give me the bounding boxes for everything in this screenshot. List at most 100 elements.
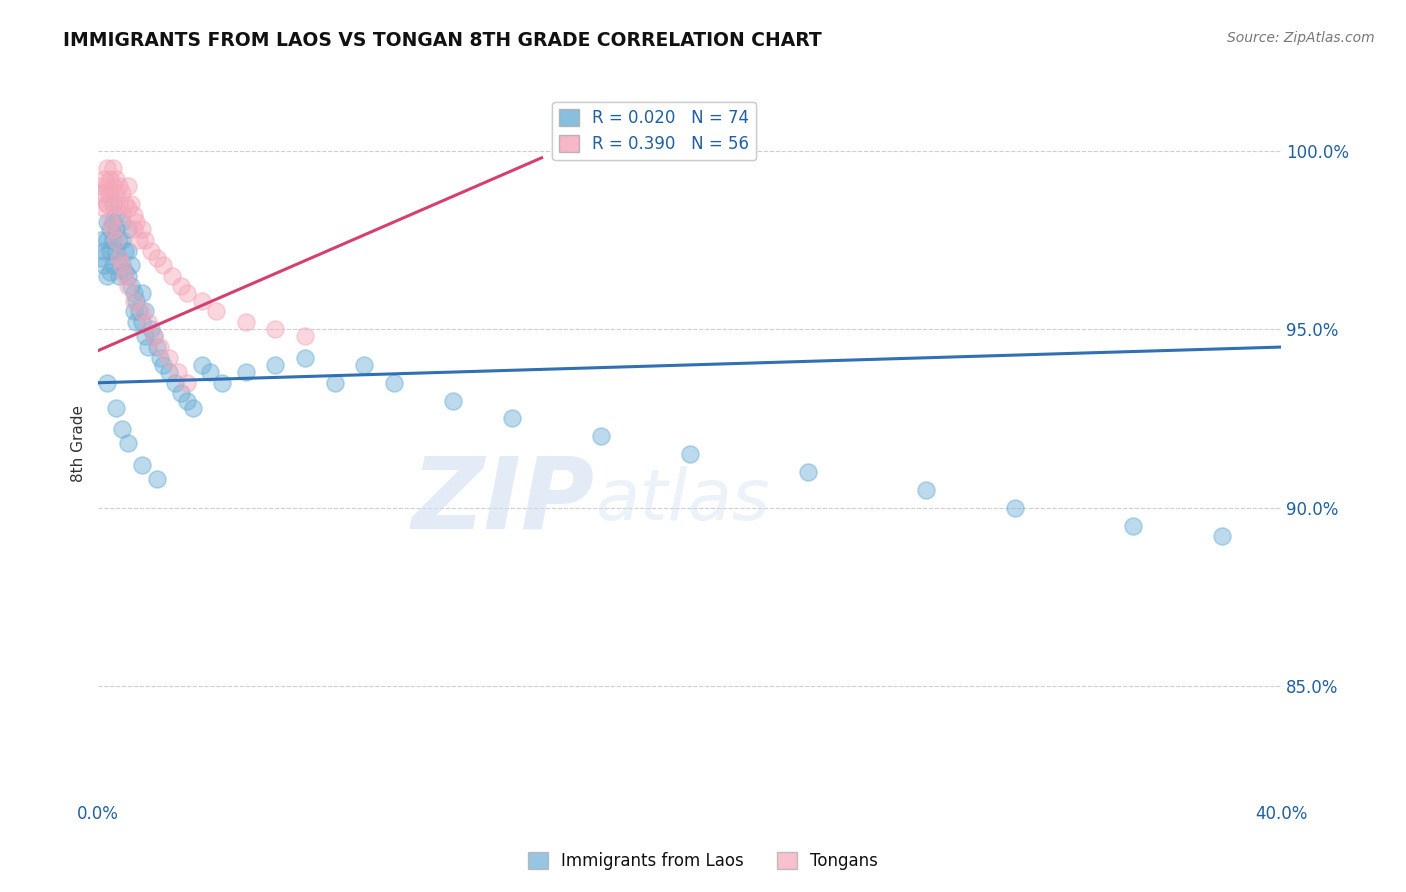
Point [170, 279, 193, 293]
Point [101, 258, 124, 272]
Point [157, 365, 180, 379]
Point [120, 197, 142, 211]
Point [131, 304, 153, 318]
Point [111, 186, 134, 201]
Point [93, 172, 115, 186]
Point [117, 222, 139, 236]
Legend: R = 0.020   N = 74, R = 0.390   N = 56: R = 0.020 N = 74, R = 0.390 N = 56 [553, 102, 756, 160]
Point [1004, 500, 1026, 515]
Point [152, 358, 174, 372]
Point [117, 244, 139, 258]
Text: IMMIGRANTS FROM LAOS VS TONGAN 8TH GRADE CORRELATION CHART: IMMIGRANTS FROM LAOS VS TONGAN 8TH GRADE… [63, 31, 823, 50]
Point [107, 251, 129, 265]
Y-axis label: 8th Grade: 8th Grade [72, 405, 86, 482]
Point [96, 179, 118, 194]
Point [93, 244, 115, 258]
Point [101, 215, 124, 229]
Point [117, 436, 139, 450]
Point [143, 329, 166, 343]
Point [104, 172, 127, 186]
Point [122, 293, 145, 308]
Point [152, 258, 174, 272]
Point [589, 429, 612, 443]
Point [128, 233, 150, 247]
Point [122, 222, 145, 236]
Point [114, 265, 136, 279]
Point [104, 244, 127, 258]
Point [136, 315, 159, 329]
Point [111, 258, 134, 272]
Point [122, 304, 145, 318]
Point [104, 233, 127, 247]
Point [98, 265, 121, 279]
Point [117, 279, 139, 293]
Point [235, 315, 257, 329]
Point [131, 458, 153, 472]
Point [90, 179, 112, 194]
Point [176, 393, 198, 408]
Text: ZIP: ZIP [412, 452, 595, 549]
Point [96, 376, 118, 390]
Point [160, 268, 183, 283]
Point [111, 422, 134, 436]
Point [141, 244, 163, 258]
Point [90, 186, 112, 201]
Point [107, 268, 129, 283]
Point [101, 197, 124, 211]
Point [96, 161, 118, 176]
Point [190, 293, 212, 308]
Point [1122, 518, 1144, 533]
Point [136, 340, 159, 354]
Point [797, 465, 820, 479]
Point [501, 411, 523, 425]
Point [167, 365, 190, 379]
Point [104, 208, 127, 222]
Point [382, 376, 405, 390]
Point [143, 329, 166, 343]
Point [131, 286, 153, 301]
Point [1211, 529, 1233, 543]
Point [163, 376, 186, 390]
Point [264, 358, 287, 372]
Point [122, 208, 145, 222]
Point [323, 376, 346, 390]
Point [90, 233, 112, 247]
Text: atlas: atlas [595, 467, 769, 535]
Point [96, 233, 118, 247]
Point [93, 186, 115, 201]
Text: Source: ZipAtlas.com: Source: ZipAtlas.com [1227, 31, 1375, 45]
Point [101, 179, 124, 194]
Point [96, 197, 118, 211]
Point [104, 401, 127, 415]
Point [205, 304, 228, 318]
Point [111, 258, 134, 272]
Point [125, 293, 148, 308]
Point [149, 340, 172, 354]
Point [146, 472, 169, 486]
Point [107, 233, 129, 247]
Point [146, 340, 169, 354]
Point [114, 268, 136, 283]
Point [93, 258, 115, 272]
Point [104, 222, 127, 236]
Point [117, 201, 139, 215]
Point [107, 197, 129, 211]
Point [915, 483, 938, 497]
Point [170, 386, 193, 401]
Point [96, 197, 118, 211]
Point [120, 258, 142, 272]
Point [181, 401, 204, 415]
Point [294, 329, 316, 343]
Point [107, 251, 129, 265]
Point [96, 215, 118, 229]
Point [134, 329, 156, 343]
Point [294, 351, 316, 365]
Point [211, 376, 233, 390]
Point [125, 315, 148, 329]
Point [200, 365, 222, 379]
Point [131, 315, 153, 329]
Point [176, 376, 198, 390]
Point [134, 304, 156, 318]
Point [235, 365, 257, 379]
Point [93, 201, 115, 215]
